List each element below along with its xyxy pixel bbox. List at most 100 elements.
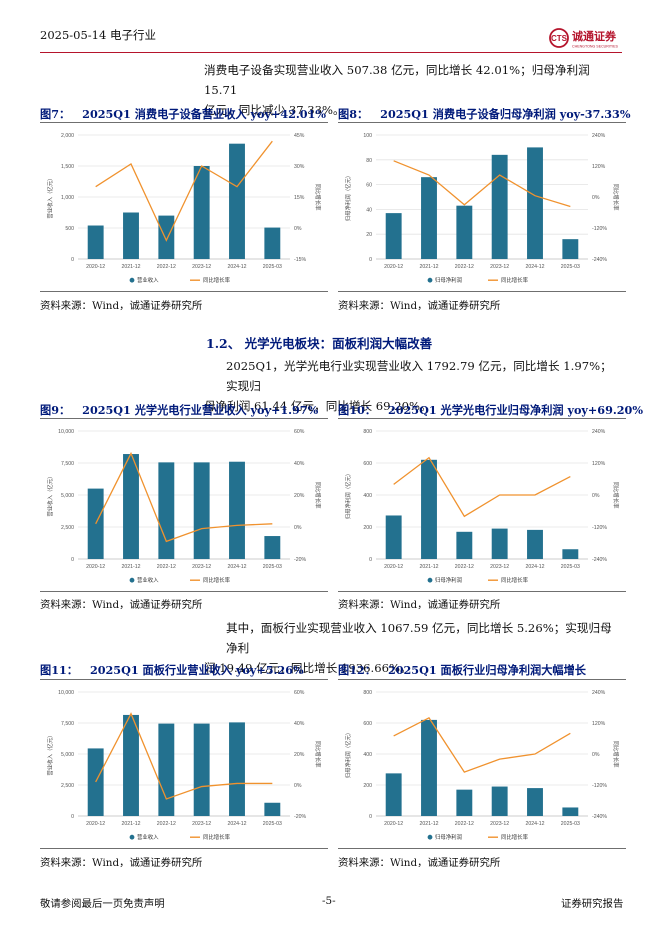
y-right-axis-label: 同比增长率 [612,741,620,769]
legend-bar-label: 归母净利润 [435,833,462,841]
bar [264,227,281,259]
legend-bar-label: 归母净利润 [435,576,462,584]
y-right-axis-label: 同比增长率 [612,184,620,212]
paragraph-consumer-electronics: 消费电子设备实现营业收入 507.38 亿元，同比增长 42.01%；归母净利润… [40,60,622,120]
bar [158,462,175,559]
bar [491,154,508,259]
legend-bar-marker [427,277,433,283]
x-tick-label: 2025-03 [263,264,282,270]
fig10-title: 图10： 2025Q1 光学光电行业归母净利润 yoy+69.20% [338,403,643,417]
x-tick-label: 2020-12 [86,264,105,270]
bar [123,212,139,259]
fig10-source: 资料来源：Wind，诚通证券研究所 [338,599,501,611]
x-tick-label: 2025-03 [263,564,282,570]
legend-line-label: 同比增长率 [203,276,231,284]
bar [562,239,579,259]
bar [527,788,543,816]
yoy-line [393,716,571,773]
x-tick-label: 2025-03 [561,564,580,570]
y-left-tick-label: 2,500 [61,783,74,789]
y-left-tick-label: 400 [363,493,372,499]
y-right-tick-label: -120% [592,226,607,232]
bar [527,529,543,559]
svg-text:CTS: CTS [551,34,568,43]
y-right-tick-label: 120% [592,721,606,727]
y-left-tick-label: 0 [71,814,74,820]
y-left-tick-label: 2,000 [61,133,74,139]
y-left-axis-label: 营业收入（亿元） [46,175,54,218]
y-left-tick-label: 5,000 [61,752,74,758]
yoy-line [95,140,273,242]
x-tick-label: 2021-12 [121,264,140,270]
bar [229,461,245,559]
bar [562,807,579,816]
bar [264,802,281,816]
header-date: 2025-05-14 [40,28,107,42]
x-tick-label: 2024-12 [227,264,246,270]
fig9-title: 图9： 2025Q1 光学光电行业营业收入 yoy+1.97% [40,403,319,417]
y-left-tick-label: 0 [71,557,74,563]
y-left-axis-label: 归母净利润（亿元） [344,471,352,520]
bar [456,531,473,559]
yoy-line [393,160,571,208]
y-right-tick-label: -120% [592,783,607,789]
bar [87,225,104,259]
logo-subtext: CHENGTONG SECURITIES [572,45,618,49]
y-right-tick-label: -120% [592,525,607,531]
yoy-line [393,456,571,518]
fig8-chart: 0 20 40 60 80 100 -240% -120% 0% 120% 240% 归母净利润（亿元… [338,122,626,292]
para1-line2: 亿元，同比减少 37.33%。 [204,103,345,117]
section-title: 光学光电板块：面板利润大幅改善 [244,336,433,351]
y-right-tick-label: 0% [592,493,600,499]
y-left-tick-label: 40 [366,207,372,213]
x-tick-label: 2020-12 [86,564,105,570]
bar [421,459,437,559]
fig12-chart: 0 200 400 600 800 -240% -120% 0% 120% 240% 归母净利润（亿… [338,679,626,849]
bar [421,177,437,259]
y-right-tick-label: 40% [294,461,305,467]
x-tick-label: 2021-12 [121,564,140,570]
y-right-tick-label: 0% [592,752,600,758]
y-left-tick-label: 600 [363,721,372,727]
y-left-tick-label: 60 [366,183,372,189]
y-right-axis-label: 同比增长率 [314,184,322,212]
y-right-tick-label: 240% [592,690,606,696]
y-left-tick-label: 7,500 [61,461,74,467]
fig7-source: 资料来源：Wind，诚通证券研究所 [40,300,203,312]
x-tick-label: 2022-12 [455,564,474,570]
y-left-tick-label: 20 [366,232,372,238]
para1-line1: 消费电子设备实现营业收入 507.38 亿元，同比增长 42.01%；归母净利润… [204,63,590,97]
x-tick-label: 2023-12 [490,564,509,570]
footer-page-number: -5- [322,895,336,907]
x-tick-label: 2025-03 [263,821,282,827]
x-tick-label: 2024-12 [525,264,544,270]
x-tick-label: 2021-12 [121,821,140,827]
y-left-tick-label: 2,500 [61,525,74,531]
x-tick-label: 2022-12 [157,564,176,570]
bar [385,773,402,816]
x-tick-label: 2024-12 [525,821,544,827]
y-left-axis-label: 归母净利润（亿元） [344,730,352,779]
y-right-tick-label: 20% [294,493,305,499]
header-industry: 电子行业 [109,28,156,42]
fig11-source: 资料来源：Wind，诚通证券研究所 [40,857,203,869]
x-tick-label: 2025-03 [561,821,580,827]
x-tick-label: 2022-12 [157,264,176,270]
y-left-tick-label: 800 [363,690,372,696]
x-tick-label: 2024-12 [227,564,246,570]
fig8-title: 图8： 2025Q1 消费电子设备归母净利润 yoy-37.33% [338,107,631,121]
bar [123,714,139,816]
company-logo: CTS 诚通证券 CHENGTONG SECURITIES [549,28,618,49]
x-tick-label: 2022-12 [455,821,474,827]
y-right-tick-label: -240% [592,557,607,563]
section-number: 1.2、 [206,336,241,351]
legend-line-label: 同比增长率 [501,576,529,584]
bar [527,147,543,259]
yoy-line [95,451,273,543]
y-left-tick-label: 0 [71,257,74,263]
y-right-tick-label: 20% [294,752,305,758]
y-right-axis-label: 同比增长率 [314,741,322,769]
y-left-axis-label: 营业收入（亿元） [46,732,54,775]
bar [385,213,402,259]
y-right-tick-label: 0% [294,226,302,232]
